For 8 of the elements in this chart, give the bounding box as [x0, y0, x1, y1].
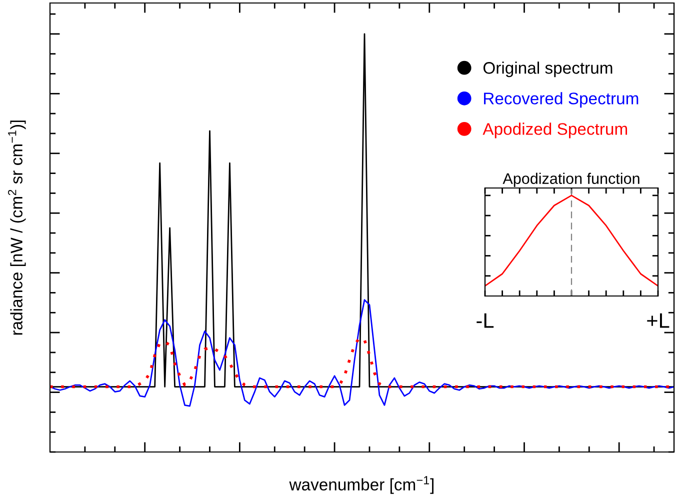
chart-title: Apodization function: [502, 172, 640, 188]
x-tick-label: -L: [476, 313, 494, 328]
y-axis-title: radiance [nW / (cm$^{2}$ sr cm$^{−1}$)]: [8, 120, 26, 335]
x-tick-label: +L: [647, 313, 670, 328]
legend-label: Apodized Spectrum: [482, 122, 628, 138]
x-axis-title: wavenumber [cm$^{−1}$]: [289, 476, 434, 494]
legend-label: Original spectrum: [483, 62, 612, 78]
legend-label: Recovered Spectrum: [484, 92, 638, 108]
